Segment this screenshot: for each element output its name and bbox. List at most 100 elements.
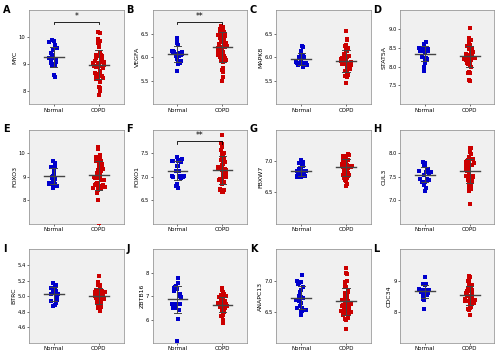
Point <box>52 293 60 299</box>
Point <box>176 292 184 297</box>
Point <box>344 300 351 306</box>
Point <box>417 47 425 52</box>
Point <box>468 282 475 288</box>
Point <box>424 288 432 294</box>
Point <box>98 73 106 79</box>
Point <box>219 187 227 193</box>
Point <box>172 283 180 289</box>
Point <box>296 294 304 300</box>
Point <box>178 51 186 56</box>
Point <box>218 57 226 63</box>
Point <box>344 172 351 178</box>
Point <box>420 172 428 178</box>
Point <box>96 30 104 36</box>
Point <box>217 297 225 303</box>
Point <box>218 52 226 58</box>
Point <box>170 305 177 311</box>
Point <box>94 62 102 67</box>
Point <box>46 55 54 60</box>
Point <box>340 174 348 180</box>
Point <box>466 46 474 52</box>
Point <box>50 38 58 44</box>
Point <box>465 164 473 170</box>
Point <box>418 54 426 60</box>
Point <box>418 292 426 298</box>
Point <box>96 79 104 85</box>
Point <box>222 305 230 310</box>
Point <box>344 62 352 67</box>
Point <box>339 312 347 318</box>
Point <box>297 62 305 67</box>
Point <box>296 287 304 292</box>
Point <box>172 164 180 169</box>
Point <box>465 277 473 283</box>
Point <box>170 158 177 164</box>
Point <box>342 283 349 288</box>
Point <box>98 56 106 62</box>
Point <box>422 166 430 172</box>
Text: D: D <box>374 5 382 15</box>
Point <box>214 300 222 306</box>
Point <box>50 177 58 182</box>
Point <box>94 64 102 70</box>
Point <box>468 49 476 55</box>
Point <box>462 290 470 296</box>
Text: G: G <box>250 124 258 134</box>
Point <box>48 181 56 187</box>
Point <box>298 54 306 59</box>
Point <box>218 171 226 177</box>
Point <box>341 43 349 49</box>
Point <box>466 305 474 311</box>
Point <box>466 58 474 64</box>
Point <box>92 293 100 298</box>
Point <box>220 161 228 167</box>
Point <box>50 164 58 170</box>
Point <box>344 72 352 78</box>
Point <box>465 298 473 303</box>
Point <box>100 166 108 172</box>
Point <box>471 55 479 61</box>
Point <box>98 59 106 65</box>
Point <box>94 197 102 203</box>
Y-axis label: ANAPC13: ANAPC13 <box>258 282 263 311</box>
Point <box>464 293 471 298</box>
Point <box>299 164 307 169</box>
Point <box>94 279 102 285</box>
Point <box>421 188 429 193</box>
Point <box>302 168 310 174</box>
Point <box>466 303 474 309</box>
Point <box>343 302 351 308</box>
Point <box>170 288 177 294</box>
Point <box>348 59 356 65</box>
Point <box>45 181 53 186</box>
Point <box>93 175 101 181</box>
Point <box>222 167 230 172</box>
Point <box>418 179 426 185</box>
Point <box>296 303 304 309</box>
Point <box>420 281 428 286</box>
Point <box>219 151 227 157</box>
Point <box>415 168 423 174</box>
Point <box>100 178 108 183</box>
Point <box>46 39 54 45</box>
Point <box>54 295 62 301</box>
Point <box>424 48 432 54</box>
Point <box>93 170 101 176</box>
Point <box>214 32 222 37</box>
Y-axis label: MAPK8: MAPK8 <box>258 47 263 68</box>
Point <box>218 189 226 195</box>
Point <box>174 42 182 48</box>
Point <box>218 67 226 73</box>
Point <box>418 287 426 293</box>
Point <box>345 64 353 70</box>
Point <box>468 55 476 60</box>
Point <box>174 158 182 164</box>
Point <box>296 174 304 180</box>
Text: H: H <box>374 124 382 134</box>
Point <box>220 295 228 301</box>
Point <box>94 182 102 187</box>
Point <box>468 290 476 295</box>
Point <box>52 300 60 305</box>
Point <box>219 294 227 300</box>
Point <box>99 291 107 297</box>
